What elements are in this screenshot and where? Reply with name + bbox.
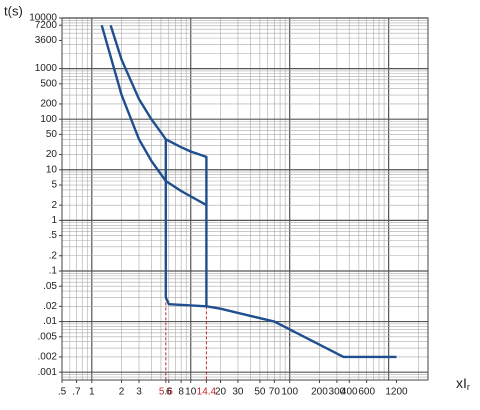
curve — [109, 24, 397, 359]
y-tick-label: 7200 — [35, 20, 58, 31]
x-axis-label-main: xI — [456, 375, 467, 391]
y-tick-label: 200 — [40, 99, 57, 110]
y-tick-label: 100 — [40, 114, 57, 125]
y-tick-label: 2 — [51, 200, 57, 211]
y-tick-label: 50 — [46, 129, 58, 140]
x-tick-label: 1 — [89, 387, 95, 398]
x-tick-label: 20 — [215, 387, 227, 398]
y-tick-label: 500 — [40, 78, 57, 89]
x-axis-label-sub: r — [467, 382, 470, 392]
y-tick-label: .001 — [38, 367, 58, 378]
x-tick-label: 2 — [119, 387, 125, 398]
y-tick-label: .002 — [38, 352, 58, 363]
x-tick-label: 70 — [269, 387, 281, 398]
y-tick-label: .2 — [49, 250, 58, 261]
y-tick-label: 10000 — [29, 13, 57, 24]
plot-frame — [61, 17, 429, 381]
x-tick-label: 10 — [185, 387, 197, 398]
x-tick-label: .7 — [72, 387, 81, 398]
x-tick-label: 14.4 — [197, 387, 217, 398]
y-tick-label: .1 — [49, 266, 58, 277]
y-tick-label: 1 — [51, 215, 57, 226]
x-tick-label: 8 — [178, 387, 184, 398]
curve — [100, 24, 207, 207]
x-tick-label: 1200 — [385, 387, 408, 398]
x-tick-label: 6 — [166, 387, 172, 398]
x-tick-label: 30 — [232, 387, 244, 398]
y-tick-label: .005 — [38, 331, 58, 342]
x-tick-label: 100 — [281, 387, 298, 398]
curve — [164, 139, 207, 308]
x-tick-label: 3 — [136, 387, 142, 398]
y-tick-label: 20 — [46, 149, 58, 160]
y-tick-label: .5 — [49, 230, 58, 241]
y-tick-label: 5 — [51, 180, 57, 191]
y-tick-label: .02 — [43, 301, 57, 312]
x-tick-label: 600 — [358, 387, 375, 398]
x-tick-label: 400 — [341, 387, 358, 398]
x-tick-label: 50 — [254, 387, 266, 398]
x-tick-label: .5 — [58, 387, 67, 398]
x-tick-label: 200 — [311, 387, 328, 398]
x-tick-label: 300 — [329, 387, 346, 398]
y-tick-label: 10 — [46, 164, 58, 175]
y-tick-label: .05 — [43, 281, 57, 292]
x-axis-label: xIr — [456, 375, 470, 393]
y-tick-label: .01 — [43, 316, 57, 327]
y-tick-label: 3600 — [35, 35, 58, 46]
y-axis-label: t(s) — [4, 3, 23, 18]
x-tick-label: 5.6 — [159, 387, 173, 398]
y-tick-label: 1000 — [35, 63, 58, 74]
